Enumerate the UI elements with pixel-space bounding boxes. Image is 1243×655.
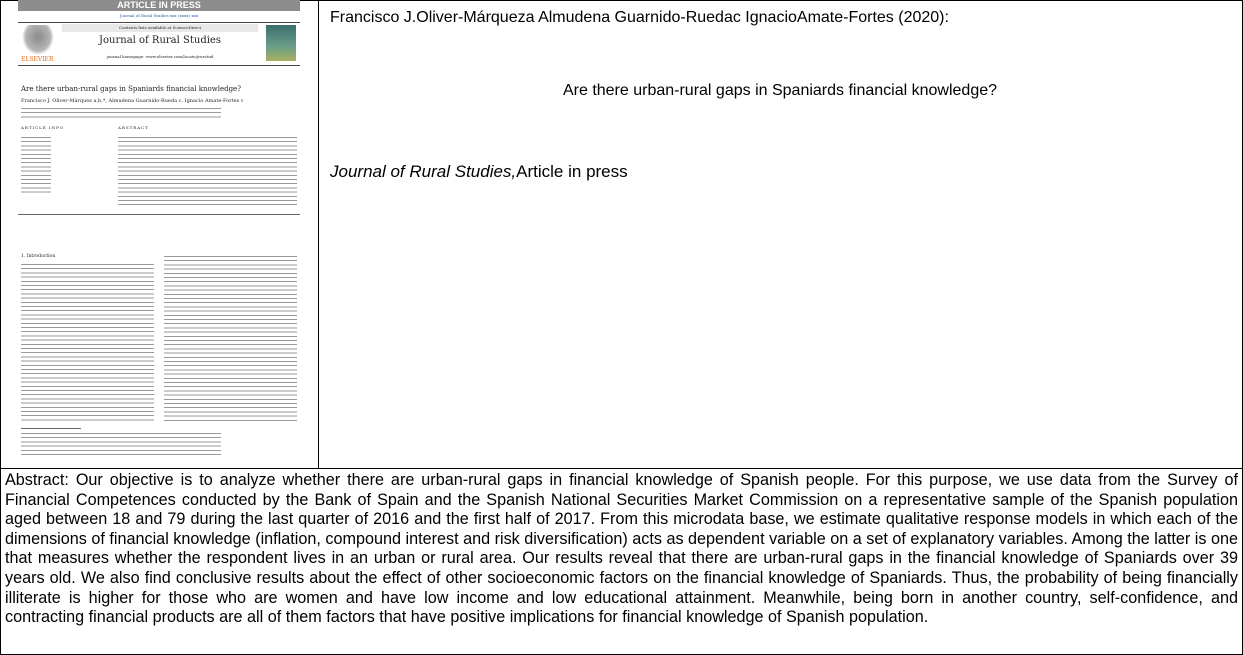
journal-name: Journal of Rural Studies, bbox=[330, 162, 516, 181]
column-left bbox=[21, 262, 154, 422]
publisher-logo bbox=[22, 25, 54, 55]
cell-divider bbox=[318, 0, 319, 468]
column-right bbox=[164, 254, 297, 422]
abstract-lines bbox=[118, 135, 297, 207]
publisher: ELSEVIER bbox=[21, 56, 53, 63]
journal-line: Journal of Rural Studies xxx (xxxx) xxx bbox=[18, 13, 300, 18]
status: Article in press bbox=[516, 162, 627, 181]
journal-cover bbox=[266, 25, 296, 61]
abstract: Abstract: Our objective is to analyze wh… bbox=[5, 471, 1238, 628]
section-heading: 1. Introduction bbox=[21, 254, 55, 259]
citation-title: Are there urban-rural gaps in Spaniards … bbox=[319, 82, 1241, 100]
info-heading: ARTICLE INFO bbox=[21, 125, 64, 130]
citation-authors: Francisco J.Oliver-Márqueza Almudena Gua… bbox=[330, 9, 949, 27]
abstract-heading: ABSTRACT bbox=[118, 125, 149, 130]
page: {"thumbnail": {"banner": "ARTICLE IN PRE… bbox=[0, 0, 1243, 655]
footnotes bbox=[21, 431, 221, 457]
homepage: journal homepage: www.elsevier.com/locat… bbox=[62, 54, 258, 59]
rule bbox=[18, 214, 300, 215]
footnote-rule bbox=[21, 428, 81, 429]
paper-authors: Francisco J. Oliver-Márquez a,b,*, Almud… bbox=[21, 98, 244, 104]
banner: ARTICLE IN PRESS bbox=[18, 0, 300, 11]
affiliations bbox=[21, 106, 221, 118]
paper-title: Are there urban-rural gaps in Spaniards … bbox=[21, 85, 241, 93]
row-divider bbox=[0, 468, 1243, 469]
contents: Contents lists available at ScienceDirec… bbox=[62, 25, 258, 30]
paper-thumbnail: ARTICLE IN PRESS Journal of Rural Studie… bbox=[18, 0, 300, 462]
keywords bbox=[21, 135, 51, 193]
journal-name: Journal of Rural Studies bbox=[62, 35, 258, 46]
citation-source: Journal of Rural Studies,Article in pres… bbox=[330, 162, 628, 182]
